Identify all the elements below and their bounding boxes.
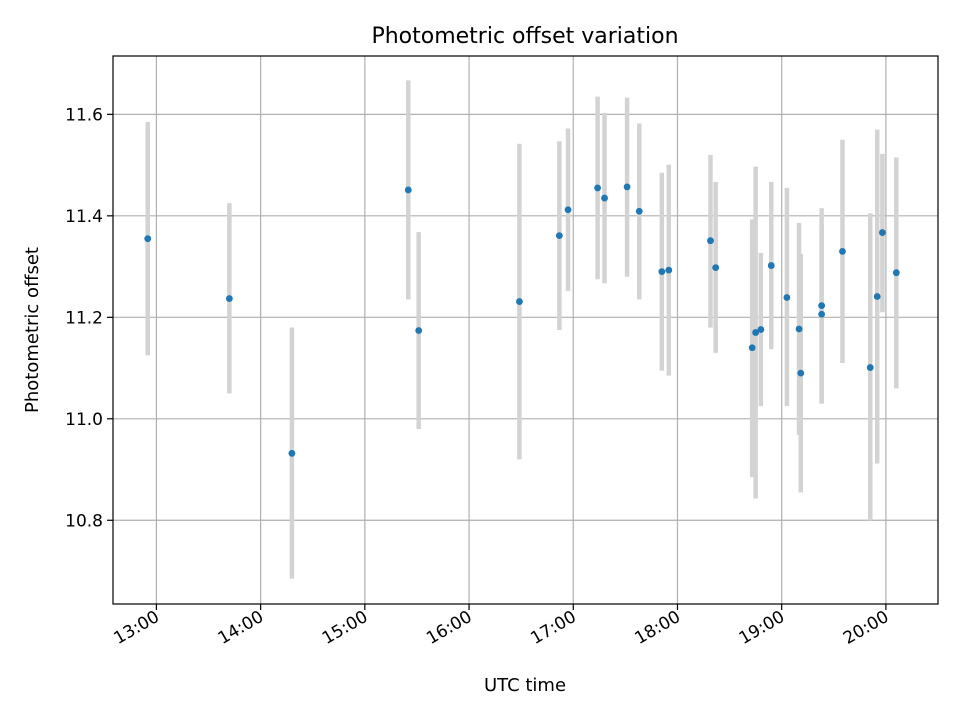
- data-point: [415, 327, 423, 334]
- data-point: [404, 186, 412, 194]
- x-tick-label: 18:00: [632, 607, 684, 649]
- data-point: [892, 269, 900, 277]
- data-point: [658, 268, 666, 276]
- data-point: [288, 449, 296, 457]
- data-point: [818, 310, 826, 318]
- data-point: [594, 184, 601, 192]
- data-point: [225, 295, 233, 302]
- data-point: [767, 262, 775, 269]
- y-tick-label: 11.2: [65, 308, 103, 328]
- data-point: [839, 247, 846, 255]
- error-bars: [145, 80, 899, 579]
- data-point: [757, 326, 765, 333]
- y-axis-ticks: 10.8 11.0 11.2 11.4 11.6: [65, 105, 113, 531]
- x-tick-label: 15:00: [319, 607, 371, 649]
- x-axis-label: UTC time: [484, 675, 566, 696]
- plot-frame: [112, 55, 939, 605]
- y-tick-label: 10.8: [65, 511, 103, 531]
- y-axis-label: Photometric offset: [22, 247, 43, 413]
- data-point: [635, 207, 643, 215]
- y-tick-label: 11.6: [65, 105, 103, 125]
- data-point: [707, 237, 714, 245]
- data-point: [752, 329, 760, 336]
- data-point: [665, 266, 673, 274]
- data-point: [712, 264, 720, 271]
- data-point: [623, 183, 631, 191]
- x-tick-label: 13:00: [110, 607, 162, 649]
- x-tick-label: 17:00: [527, 607, 579, 649]
- data-point: [879, 229, 886, 236]
- data-point: [601, 194, 608, 202]
- data-point: [748, 344, 756, 352]
- data-point: [795, 325, 803, 333]
- data-point: [516, 298, 523, 305]
- data-point: [818, 302, 826, 310]
- y-tick-label: 11.0: [65, 410, 103, 430]
- data-points: [144, 183, 900, 457]
- y-tick-label: 11.4: [65, 207, 103, 227]
- chart-title: Photometric offset variation: [371, 24, 678, 49]
- x-axis-ticks: 13:00 14:00 15:00 16:00 17:00 18:00 19:00 20:00: [110, 604, 892, 649]
- data-point: [866, 364, 874, 371]
- x-tick-label: 20:00: [840, 607, 892, 649]
- x-tick-label: 14:00: [215, 607, 267, 649]
- data-point: [144, 235, 152, 243]
- data-point: [873, 293, 881, 300]
- x-tick-label: 16:00: [423, 607, 475, 649]
- x-tick-label: 19:00: [736, 607, 788, 649]
- grid: [113, 56, 938, 604]
- data-point: [555, 232, 563, 240]
- data-point: [797, 369, 805, 377]
- data-point: [564, 206, 572, 214]
- data-point: [783, 294, 791, 301]
